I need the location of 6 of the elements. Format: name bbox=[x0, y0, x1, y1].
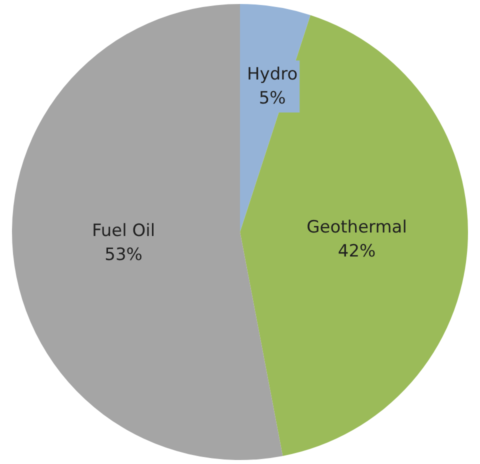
data-label: 53% bbox=[104, 245, 142, 266]
slice-label: Hydro bbox=[246, 64, 298, 84]
slice-label: Geothermal bbox=[306, 217, 407, 238]
slice-label: Fuel Oil bbox=[92, 221, 156, 242]
data-label: 42% bbox=[338, 241, 376, 262]
data-label: 5% bbox=[258, 88, 286, 108]
